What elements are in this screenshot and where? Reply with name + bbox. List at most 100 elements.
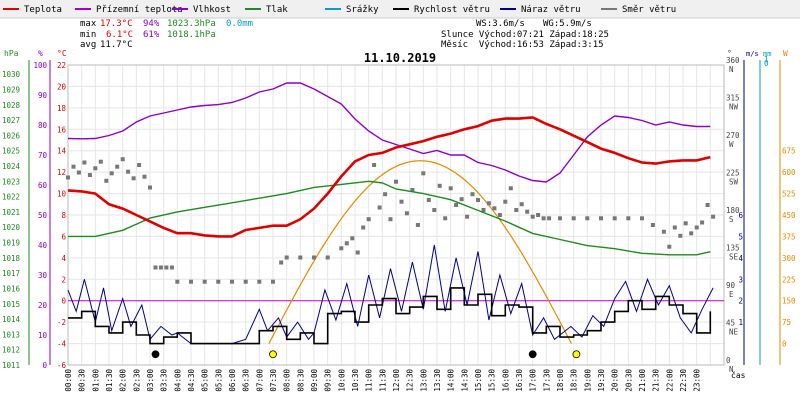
wind-direction-point [312, 255, 316, 260]
wind-direction-point [383, 192, 388, 197]
wind-direction-point [120, 157, 125, 162]
wind-direction-point [443, 216, 448, 221]
time-tick-label: 06:00 [228, 369, 237, 392]
wind-direction-point [689, 231, 694, 236]
plot-area [66, 82, 724, 359]
time-tick-label: 19:30 [597, 369, 606, 392]
wind-axis-unit: m/s [746, 50, 759, 58]
time-tick-label: 21:00 [638, 369, 647, 392]
time-tick-label: 20:30 [624, 369, 633, 392]
sun-radiation-curve [268, 160, 573, 344]
temp-tick-label: 18 [57, 104, 67, 113]
stats-min-label: min [80, 30, 96, 40]
wind-direction-point [459, 197, 464, 202]
time-tick-label: 16:00 [501, 369, 510, 392]
wind-direction-point [175, 279, 180, 284]
wind-direction-point [126, 169, 131, 174]
wind-direction-point [399, 199, 404, 204]
time-tick-label: 15:30 [488, 369, 497, 392]
stats-avg-temp: 11.7°C [100, 40, 133, 50]
wind-direction-point [530, 214, 535, 219]
time-tick-label: 23:00 [693, 369, 702, 392]
info-ws: WS:3.6m/s [476, 19, 525, 29]
time-tick-label: 06:30 [242, 369, 251, 392]
wind-direction-point [158, 265, 163, 270]
chart-title: 11.10.2019 [364, 51, 436, 65]
time-tick-label: 11:00 [365, 369, 374, 392]
rad-tick-label: 225 [782, 275, 796, 284]
temp-tick-label: 0 [61, 297, 66, 306]
dir-tick-value: 270 [726, 131, 740, 140]
hpa-tick-label: 1018 [2, 254, 21, 263]
dir-tick-value: 45 [726, 319, 735, 328]
hum-tick-label: 20 [38, 301, 48, 310]
wind-direction-point [465, 214, 470, 219]
wind-direction-point [388, 217, 393, 222]
wind-tick-label: 5 [738, 232, 743, 241]
time-tick-label: 09:30 [324, 369, 333, 392]
wind-direction-point [202, 279, 207, 284]
hpa-tick-label: 1016 [2, 284, 21, 293]
wind-direction-point [230, 279, 234, 284]
legend-label-teplota: Teplota [24, 5, 62, 15]
time-tick-label: 15:00 [474, 369, 483, 392]
hpa-tick-label: 1030 [2, 70, 21, 79]
wind-direction-point [626, 216, 631, 221]
wind-direction-point [661, 229, 666, 234]
axes: hPa% °C1011101210131014101510161017101810… [2, 49, 796, 374]
stats-max-temp: 17.3°C [100, 19, 133, 29]
rad-tick-label: 300 [782, 254, 796, 263]
wind-direction-point [169, 265, 174, 270]
hpa-tick-label: 1013 [2, 330, 20, 339]
hpa-tick-label: 1014 [2, 315, 21, 324]
wind-direction-point [71, 164, 76, 169]
dir-tick-value: 0 [726, 356, 731, 365]
wind-direction-point [492, 206, 497, 211]
time-tick-label: 14:00 [447, 369, 456, 392]
temp-tick-label: 6 [61, 232, 66, 241]
rad-tick-label: 375 [782, 232, 796, 241]
info-wg: WG:5.9m/s [543, 19, 592, 29]
temp-tick-label: 16 [57, 125, 67, 134]
wind-direction-point [325, 255, 330, 260]
wind-direction-point [486, 201, 491, 206]
hum-tick-label: 30 [38, 271, 48, 280]
wind-direction-point [355, 250, 360, 255]
hpa-tick-label: 1020 [2, 223, 21, 232]
wind-direction-point [104, 178, 109, 183]
time-tick-label: 13:30 [433, 369, 442, 392]
rad-axis-unit: W [783, 49, 788, 58]
wind-direction-point [612, 216, 617, 221]
wind-direction-point [470, 192, 475, 197]
time-tick-label: 01:30 [105, 369, 114, 392]
wind-direction-point [694, 225, 699, 230]
wind-direction-point [284, 255, 289, 260]
time-tick-label: 02:30 [132, 369, 141, 392]
series-naraz [67, 244, 714, 345]
wind-direction-point [571, 216, 576, 221]
wind-direction-point [98, 159, 103, 164]
time-tick-label: 22:30 [679, 369, 688, 392]
legend-label-srazky: Srážky [346, 5, 379, 15]
wind-direction-point [547, 216, 552, 221]
wind-direction-point [599, 216, 603, 221]
rad-tick-label: 600 [782, 168, 796, 177]
dir-tick-compass: N [729, 65, 734, 74]
hum-tick-label: 10 [38, 331, 48, 340]
temp-tick-label: -2 [57, 318, 66, 327]
hum-tick-label: 80 [38, 121, 48, 130]
wind-direction-point [148, 185, 152, 190]
wind-direction-point [142, 174, 147, 179]
temp-tick-label: -4 [57, 340, 67, 349]
wind-direction-point [437, 183, 442, 188]
time-tick-label: 10:00 [337, 369, 346, 392]
series-tlak [68, 180, 711, 256]
wind-tick-label: 2 [738, 297, 743, 306]
time-tick-label: 03:00 [146, 369, 155, 392]
time-tick-label: 08:30 [296, 369, 305, 392]
wind-direction-point [497, 213, 502, 217]
dir-tick-compass: S [729, 215, 734, 224]
series-rychlost [68, 287, 712, 345]
wind-direction-point [519, 202, 524, 207]
hum-tick-label: 0 [42, 361, 47, 370]
